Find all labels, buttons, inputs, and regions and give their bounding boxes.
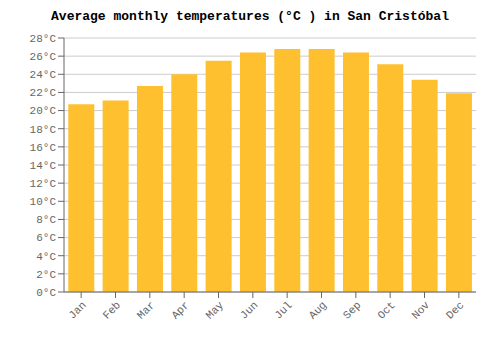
svg-text:12°C: 12°C	[30, 178, 57, 190]
svg-text:Mar: Mar	[135, 299, 157, 321]
svg-text:18°C: 18°C	[30, 124, 57, 136]
svg-text:0°C: 0°C	[36, 287, 56, 299]
svg-text:Nov: Nov	[410, 299, 433, 322]
svg-text:Jan: Jan	[66, 299, 88, 321]
svg-text:2°C: 2°C	[36, 269, 56, 281]
svg-text:Sep: Sep	[341, 299, 363, 321]
svg-text:22°C: 22°C	[30, 87, 57, 99]
svg-text:26°C: 26°C	[30, 51, 57, 63]
svg-text:14°C: 14°C	[30, 160, 57, 172]
svg-text:8°C: 8°C	[36, 214, 56, 226]
svg-text:4°C: 4°C	[36, 251, 56, 263]
svg-text:Jun: Jun	[238, 299, 260, 321]
svg-text:Oct: Oct	[375, 299, 397, 321]
svg-text:Feb: Feb	[101, 299, 123, 321]
svg-text:24°C: 24°C	[30, 69, 57, 81]
svg-text:Jul: Jul	[272, 299, 294, 321]
svg-text:Dec: Dec	[444, 299, 466, 321]
svg-text:Aug: Aug	[307, 299, 329, 321]
svg-text:6°C: 6°C	[36, 232, 56, 244]
svg-text:16°C: 16°C	[30, 142, 57, 154]
svg-text:10°C: 10°C	[30, 196, 57, 208]
svg-text:May: May	[204, 299, 227, 322]
html-text:Average monthly temperatures (: Average monthly temperatures (°C ) in Sa…	[51, 9, 449, 24]
svg-text:Apr: Apr	[169, 299, 191, 321]
svg-text:20°C: 20°C	[30, 105, 57, 117]
svg-text:28°C: 28°C	[30, 33, 57, 45]
